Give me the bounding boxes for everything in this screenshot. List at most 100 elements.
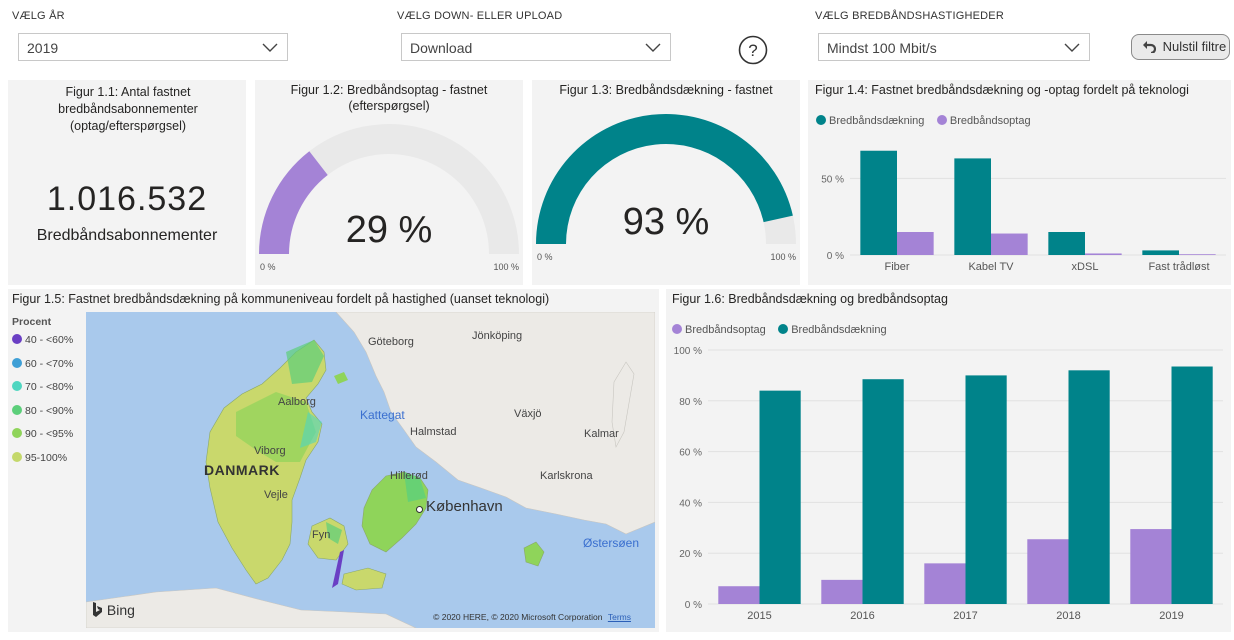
legend-dot [12, 357, 22, 368]
direction-dropdown[interactable]: Download [401, 33, 671, 61]
terms-link[interactable]: Terms [607, 612, 631, 622]
bar-0[interactable] [1142, 250, 1179, 255]
speed-dropdown[interactable]: Mindst 100 Mbit/s [818, 33, 1090, 61]
legend-dot [672, 324, 682, 334]
map-label-danmark: DANMARK [204, 462, 280, 478]
legend-dot [12, 451, 22, 462]
map-legend-label: 95-100% [25, 451, 68, 464]
y-tick-label: 100 % [674, 346, 702, 357]
x-tick-label: xDSL [1072, 261, 1099, 273]
bar-0[interactable] [924, 563, 966, 604]
bar-0[interactable] [954, 158, 991, 255]
fig3-value: 93 % [622, 201, 710, 243]
x-tick-label: 2015 [747, 610, 771, 622]
fig1-card: Figur 1.1: Antal fastnet bredbåndsabonne… [8, 80, 246, 285]
y-tick-label: 60 % [679, 448, 702, 459]
bing-logo: Bing [92, 602, 135, 620]
bar-1[interactable] [1068, 370, 1110, 604]
map-label-halmstad: Halmstad [410, 426, 457, 438]
map-legend-item[interactable]: 60 - <70% [12, 357, 74, 382]
map-legend-item[interactable]: 80 - <90% [12, 404, 74, 429]
bar-0[interactable] [718, 586, 760, 604]
map-legend-label: 70 - <80% [25, 381, 74, 393]
x-tick-label: 2017 [953, 610, 977, 622]
fig2-min-label: 0 % [260, 262, 276, 272]
map-label-jonkoping: Jönköping [472, 330, 523, 342]
bar-1[interactable] [862, 379, 904, 604]
speed-filter-label: VÆLG BREDBÅNDSHASTIGHEDER [815, 10, 1004, 22]
fig4-legend: Bredbåndsdækning Bredbåndsoptag [816, 111, 1039, 129]
bar-1[interactable] [897, 232, 934, 255]
bar-0[interactable] [860, 150, 897, 255]
map-legend-label: 60 - <70% [25, 357, 74, 370]
map-label-karlskrona: Karlskrona [540, 470, 593, 482]
fig6-bar-chart: 0 % 20 % 40 % 60 % 80 % 100 % 2015 2016 2017 2018… [674, 346, 1223, 622]
svg-text:?: ? [748, 41, 757, 60]
bar-0[interactable] [821, 579, 863, 604]
x-tick-label: 2016 [850, 610, 874, 622]
fig5-title: Figur 1.5: Fastnet bredbåndsdækning på k… [12, 292, 550, 306]
fig3-min-label: 0 % [537, 252, 553, 262]
fig2-card: Figur 1.2: Bredbåndsoptag - fastnet (eft… [255, 80, 523, 285]
map-legend: 40 - <60% 60 - <70% 70 - <80% 80 - <90% 90 -… [12, 334, 73, 475]
year-filter-label: VÆLG ÅR [12, 10, 65, 22]
y-tick-label: 20 % [679, 549, 702, 560]
chevron-down-icon [1063, 38, 1081, 59]
fig3-card: Figur 1.3: Bredbåndsdækning - fastnet 93… [532, 80, 800, 285]
map-label-vaxjo: Växjö [514, 408, 542, 420]
gauge-track [259, 124, 519, 254]
bing-icon [92, 602, 103, 620]
fig6-title: Figur 1.6: Bredbåndsdækning og bredbånds… [672, 292, 948, 306]
x-tick-label: Fast trådløst [1148, 261, 1209, 273]
map-graphic [86, 312, 655, 628]
fig4-card: Figur 1.4: Fastnet bredbåndsdækning og -… [808, 80, 1231, 285]
bar-0[interactable] [1048, 232, 1085, 255]
map-label-aalborg: Aalborg [278, 396, 316, 408]
legend-dot [12, 381, 22, 391]
map[interactable]: Göteborg Jönköping Aalborg Kattegat Växj… [86, 312, 655, 628]
fig6-legend-item[interactable]: Bredbåndsoptag [672, 324, 766, 336]
bar-1[interactable] [965, 375, 1007, 604]
bar-1[interactable] [759, 390, 801, 604]
map-legend-label: 80 - <90% [25, 404, 74, 417]
gauge-value-arc [259, 151, 328, 254]
bar-1[interactable] [1171, 366, 1213, 604]
fig5-card: Figur 1.5: Fastnet bredbåndsdækning på k… [8, 289, 659, 632]
map-label-kattegat: Kattegat [360, 408, 405, 422]
map-legend-label: 90 - <95% [25, 428, 74, 440]
map-legend-item[interactable]: 40 - <60% [12, 334, 73, 358]
bar-1[interactable] [1085, 253, 1122, 255]
y-tick-label: 50 % [821, 174, 844, 185]
map-legend-title: Procent [12, 316, 52, 328]
bar-1[interactable] [991, 233, 1028, 255]
direction-filter-label: VÆLG DOWN- ELLER UPLOAD [397, 10, 563, 22]
fig3-gauge [536, 114, 796, 244]
year-dropdown-value: 2019 [27, 40, 59, 56]
fig4-legend-item[interactable]: Bredbåndsoptag [936, 115, 1031, 127]
question-circle-icon[interactable]: ? [738, 35, 768, 65]
x-tick-label: 2019 [1159, 610, 1183, 622]
fig6-legend-item[interactable]: Bredbåndsdækning [778, 324, 887, 336]
map-copyright: © 2020 HERE, © 2020 Microsoft Corporatio… [433, 612, 631, 622]
reset-filters-button[interactable]: Nulstil filtre [1131, 34, 1230, 60]
legend-dot [12, 334, 22, 344]
bar-0[interactable] [1027, 539, 1069, 604]
fig4-legend-item[interactable]: Bredbåndsdækning [816, 115, 924, 127]
map-legend-item[interactable]: 90 - <95% [12, 428, 73, 452]
y-tick-label: 0 % [685, 600, 702, 611]
bar-0[interactable] [1130, 529, 1172, 604]
city-dot [416, 506, 423, 513]
map-legend-item[interactable]: 95-100% [12, 451, 73, 476]
map-label-ostersoen: Østersøen [583, 536, 640, 550]
year-dropdown[interactable]: 2019 [18, 33, 288, 61]
map-label-hillerod: Hillerød [390, 470, 428, 482]
fig6-legend: Bredbåndsoptag Bredbåndsdækning [672, 320, 895, 338]
fig2-title-line2: (efterspørgsel) [348, 99, 430, 113]
undo-arrow-icon [1142, 40, 1157, 56]
fig1-caption: Bredbåndsabonnementer [36, 227, 218, 244]
map-legend-item[interactable]: 70 - <80% [12, 381, 73, 405]
legend-dot [816, 115, 826, 125]
legend-dot [936, 115, 947, 125]
fig1-title: Figur 1.1: Antal fastnet bredbåndsabonne… [58, 85, 198, 133]
bar-1[interactable] [1179, 254, 1216, 255]
